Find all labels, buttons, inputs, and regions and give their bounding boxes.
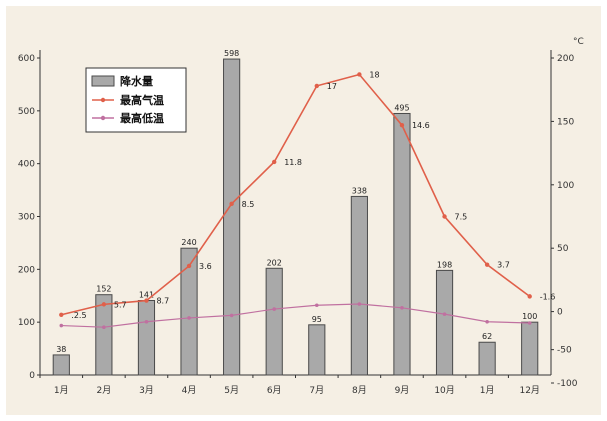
chart-card: 0 100 200 300 400 500 600 -100 -50 0 50 100 150 200 °C… (6, 6, 601, 415)
bar-data-label: 141 (139, 291, 154, 300)
line-data-label: 17 (327, 82, 337, 91)
point-high-temp (442, 214, 447, 219)
bar-data-label: 495 (394, 103, 409, 112)
line-data-label: 3.7 (497, 261, 510, 270)
point-high-temp (186, 263, 192, 269)
right-tick-label: 100 (557, 181, 574, 191)
bar-precip (350, 195, 368, 376)
x-tick-label: 4月 (182, 385, 197, 396)
point-low-temp (229, 313, 234, 318)
right-tick-label: -50 (557, 346, 572, 356)
point-low-temp (272, 307, 277, 311)
legend-label-precip: 降水量 (120, 74, 153, 88)
bar-data-label: 38 (56, 345, 66, 354)
right-tick-label: -100 (557, 379, 578, 389)
bar-precip (52, 354, 70, 376)
x-tick-label: 8月 (352, 385, 367, 396)
legend-swatch-precip (91, 75, 115, 87)
bar-data-label: 598 (224, 49, 239, 58)
line-data-label: 18 (369, 70, 379, 79)
point-low-temp (59, 323, 64, 328)
x-tick-label: 7月 (309, 385, 324, 396)
right-tick-label: 150 (557, 117, 574, 127)
combo-chart: 0 100 200 300 400 500 600 -100 -50 0 50 100 150 200 °C… (18, 37, 584, 396)
x-tick-label: 9月 (395, 385, 410, 396)
bar-data-label: 198 (437, 260, 452, 269)
bar-precip (308, 324, 326, 376)
legend-swatch-marker (100, 115, 106, 121)
line-data-label: 8.7 (156, 297, 169, 306)
left-tick-label: 0 (29, 371, 35, 381)
left-tick-label: 100 (18, 318, 35, 328)
line-data-label: 8.5 (242, 200, 255, 209)
line-data-label: 3.6 (199, 262, 212, 271)
bar-precip (137, 300, 156, 376)
right-axis-unit: °C (573, 37, 584, 47)
point-high-temp (59, 312, 64, 317)
bar-precip (521, 321, 539, 376)
point-low-temp (442, 312, 447, 316)
point-high-temp (101, 302, 107, 307)
legend-label-line: 最高气温 (120, 93, 164, 107)
x-tick-label: 12月 (519, 385, 539, 396)
bar-data-label: 95 (312, 315, 322, 324)
right-tick-label: 0 (557, 308, 563, 318)
bar-precip (180, 247, 198, 376)
legend-label-line: 最高低温 (120, 111, 164, 125)
bar-data-label: 100 (522, 312, 537, 321)
point-low-temp (527, 321, 532, 325)
bar-precip (393, 112, 411, 376)
x-tick-label: 1月 (54, 385, 69, 396)
point-high-temp (357, 72, 362, 77)
left-tick-label: 500 (18, 107, 35, 117)
point-low-temp (314, 303, 319, 308)
x-tick-label: 6月 (267, 385, 282, 396)
point-high-temp (229, 201, 234, 207)
line-data-label: 7.5 (455, 213, 468, 222)
point-high-temp (527, 294, 532, 299)
bar-data-label: 152 (96, 285, 111, 294)
bar-data-label: 338 (352, 186, 367, 195)
x-tick-label: 10月 (434, 385, 454, 396)
legend-swatch-marker (100, 97, 106, 103)
x-tick-label: 2月 (97, 385, 112, 396)
right-tick-label: 50 (557, 244, 569, 254)
line-data-label: 11.8 (284, 158, 302, 167)
left-tick-label: 300 (18, 213, 35, 223)
left-tick-label: 600 (18, 54, 35, 64)
bar-precip (95, 294, 113, 376)
point-low-temp (102, 325, 106, 329)
left-tick-label: 400 (18, 160, 35, 170)
bar-data-label: 62 (482, 332, 492, 341)
line-data-label: 14.6 (412, 121, 430, 130)
point-high-temp (484, 262, 490, 267)
line-data-label: -1.6 (540, 292, 556, 301)
line-low-temp (61, 303, 530, 328)
point-low-temp (144, 319, 149, 324)
left-tick-label: 200 (18, 265, 35, 275)
line-data-label: .2.5 (71, 311, 86, 320)
point-high-temp (399, 123, 405, 128)
point-high-temp (314, 83, 319, 89)
point-low-temp (400, 305, 404, 310)
bar-precip (478, 341, 496, 376)
point-low-temp (357, 302, 362, 306)
right-tick-label: 200 (557, 54, 574, 64)
point-high-temp (144, 298, 149, 303)
point-low-temp (187, 316, 191, 320)
point-high-temp (272, 159, 277, 165)
bar-precip (435, 269, 454, 376)
line-high-temp (61, 73, 531, 316)
x-tick-label: 5月 (224, 385, 239, 396)
x-tick-label: 3月 (139, 385, 154, 396)
bar-precip (265, 267, 283, 376)
point-low-temp (485, 319, 489, 324)
x-tick-label: 1月 (480, 385, 495, 396)
bar-data-label: 202 (267, 258, 282, 267)
bar-precip (223, 58, 241, 376)
line-data-label: 5.7 (114, 300, 127, 309)
bar-data-label: 240 (181, 238, 196, 247)
